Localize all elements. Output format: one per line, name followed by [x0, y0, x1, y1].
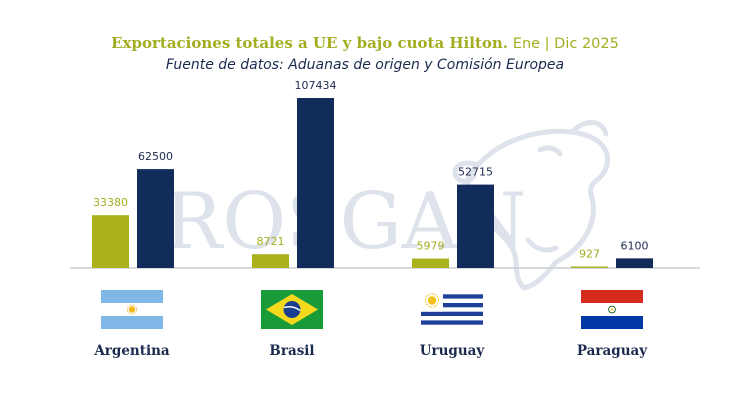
paraguay-flag-icon — [581, 290, 643, 329]
chart-header: Exportaciones totales a UE y bajo cuota … — [0, 34, 730, 74]
value-label-total-uruguay: 52715 — [458, 166, 493, 179]
bar-total-paraguay — [616, 258, 653, 268]
brazil-flag-icon — [261, 290, 323, 329]
value-label-total-argentina: 62500 — [138, 150, 173, 163]
bar-total-brasil — [297, 98, 334, 268]
value-label-total-paraguay: 6100 — [621, 239, 649, 252]
bar-hilton-brasil — [252, 254, 289, 268]
value-label-hilton-brasil: 8721 — [257, 235, 285, 248]
country-label-paraguay: Paraguay — [576, 343, 648, 359]
bar-hilton-paraguay — [571, 266, 608, 268]
value-label-hilton-paraguay: 927 — [579, 248, 600, 261]
bar-hilton-argentina — [92, 215, 129, 268]
watermark: ROSGAN — [164, 120, 610, 291]
argentina-flag-icon — [101, 290, 163, 329]
value-label-hilton-uruguay: 5979 — [417, 240, 445, 253]
bar-total-argentina — [137, 169, 174, 268]
country-label-brasil: Brasil — [269, 343, 315, 359]
value-label-hilton-argentina: 33380 — [93, 196, 128, 209]
value-label-total-brasil: 107434 — [295, 79, 337, 92]
chart-subtitle: Fuente de datos: Aduanas de origen y Com… — [165, 57, 565, 73]
bar-total-uruguay — [457, 184, 494, 268]
uruguay-flag-icon — [421, 290, 483, 329]
chart-title: Exportaciones totales a UE y bajo cuota … — [0, 34, 730, 54]
country-label-uruguay: Uruguay — [419, 343, 485, 359]
title-main: Exportaciones totales a UE y bajo cuota … — [111, 34, 509, 52]
bar-hilton-uruguay — [412, 258, 449, 268]
country-label-argentina: Argentina — [94, 343, 170, 359]
title-date: Ene | Dic 2025 — [512, 36, 619, 52]
